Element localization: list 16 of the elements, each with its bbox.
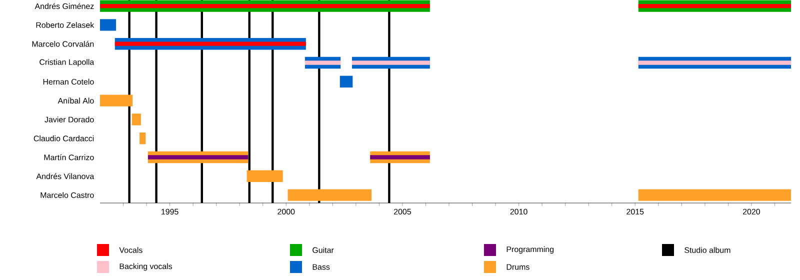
bar [148, 155, 248, 160]
bar [100, 94, 133, 106]
bar [132, 114, 141, 126]
bar [638, 189, 792, 201]
bar [638, 4, 792, 8]
bar [114, 42, 306, 46]
bar [352, 60, 430, 65]
bar [246, 170, 283, 182]
bar [100, 19, 116, 31]
bar [340, 76, 353, 88]
bar [100, 4, 430, 8]
bar [140, 132, 146, 144]
bar [370, 155, 430, 160]
bar [304, 60, 341, 65]
bar [638, 60, 792, 65]
bar [288, 189, 372, 201]
